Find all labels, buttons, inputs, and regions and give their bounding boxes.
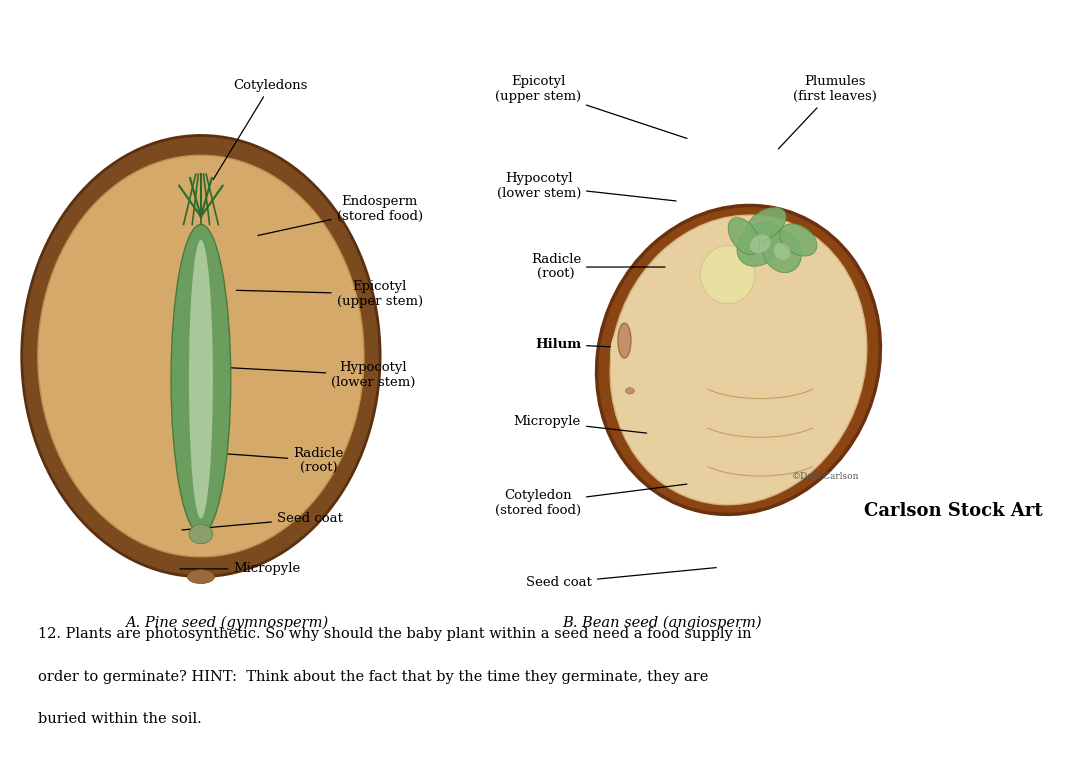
Ellipse shape [626, 388, 634, 394]
Text: Plumules
(first leaves): Plumules (first leaves) [779, 75, 876, 149]
Text: 12. Plants are photosynthetic. So why should the baby plant within a seed need a: 12. Plants are photosynthetic. So why sh… [38, 627, 752, 641]
Text: buried within the soil.: buried within the soil. [38, 712, 202, 726]
Ellipse shape [728, 217, 760, 255]
Text: Hypocotyl
(lower stem): Hypocotyl (lower stem) [496, 172, 675, 201]
Text: Seed coat: Seed coat [182, 512, 343, 530]
Text: Micropyle: Micropyle [180, 563, 301, 575]
Ellipse shape [610, 215, 867, 505]
Ellipse shape [750, 235, 770, 253]
Ellipse shape [780, 224, 817, 256]
Ellipse shape [737, 221, 783, 266]
Ellipse shape [38, 156, 364, 557]
Text: Carlson Stock Art: Carlson Stock Art [864, 502, 1043, 520]
Text: Cotyledons: Cotyledons [213, 79, 307, 180]
Ellipse shape [189, 240, 213, 519]
Ellipse shape [618, 323, 631, 358]
Text: Hilum: Hilum [535, 338, 642, 351]
Ellipse shape [22, 135, 380, 577]
Text: Micropyle: Micropyle [514, 416, 646, 433]
Text: Endosperm
(stored food): Endosperm (stored food) [257, 195, 422, 235]
Ellipse shape [610, 321, 654, 383]
Ellipse shape [773, 243, 791, 260]
Text: order to germinate? HINT:  Think about the fact that by the time they germinate,: order to germinate? HINT: Think about th… [38, 670, 708, 683]
Text: Radicle
(root): Radicle (root) [531, 253, 665, 281]
Ellipse shape [189, 524, 213, 543]
Text: B. Bean seed (angiosperm): B. Bean seed (angiosperm) [563, 616, 762, 630]
Ellipse shape [596, 205, 881, 515]
Text: Cotyledon
(stored food): Cotyledon (stored food) [495, 484, 686, 517]
Ellipse shape [700, 246, 755, 303]
Ellipse shape [171, 224, 231, 534]
Ellipse shape [188, 570, 214, 584]
Text: Radicle
(root): Radicle (root) [215, 447, 343, 474]
Text: Seed coat: Seed coat [526, 567, 716, 589]
Ellipse shape [762, 231, 801, 272]
Ellipse shape [745, 207, 786, 241]
Text: Epicotyl
(upper stem): Epicotyl (upper stem) [495, 75, 687, 139]
Text: Epicotyl
(upper stem): Epicotyl (upper stem) [237, 280, 422, 308]
Text: ©DaveCarlson: ©DaveCarlson [792, 471, 859, 481]
Text: A. Pine seed (gymnosperm): A. Pine seed (gymnosperm) [125, 616, 328, 630]
Text: Hypocotyl
(lower stem): Hypocotyl (lower stem) [231, 361, 416, 389]
